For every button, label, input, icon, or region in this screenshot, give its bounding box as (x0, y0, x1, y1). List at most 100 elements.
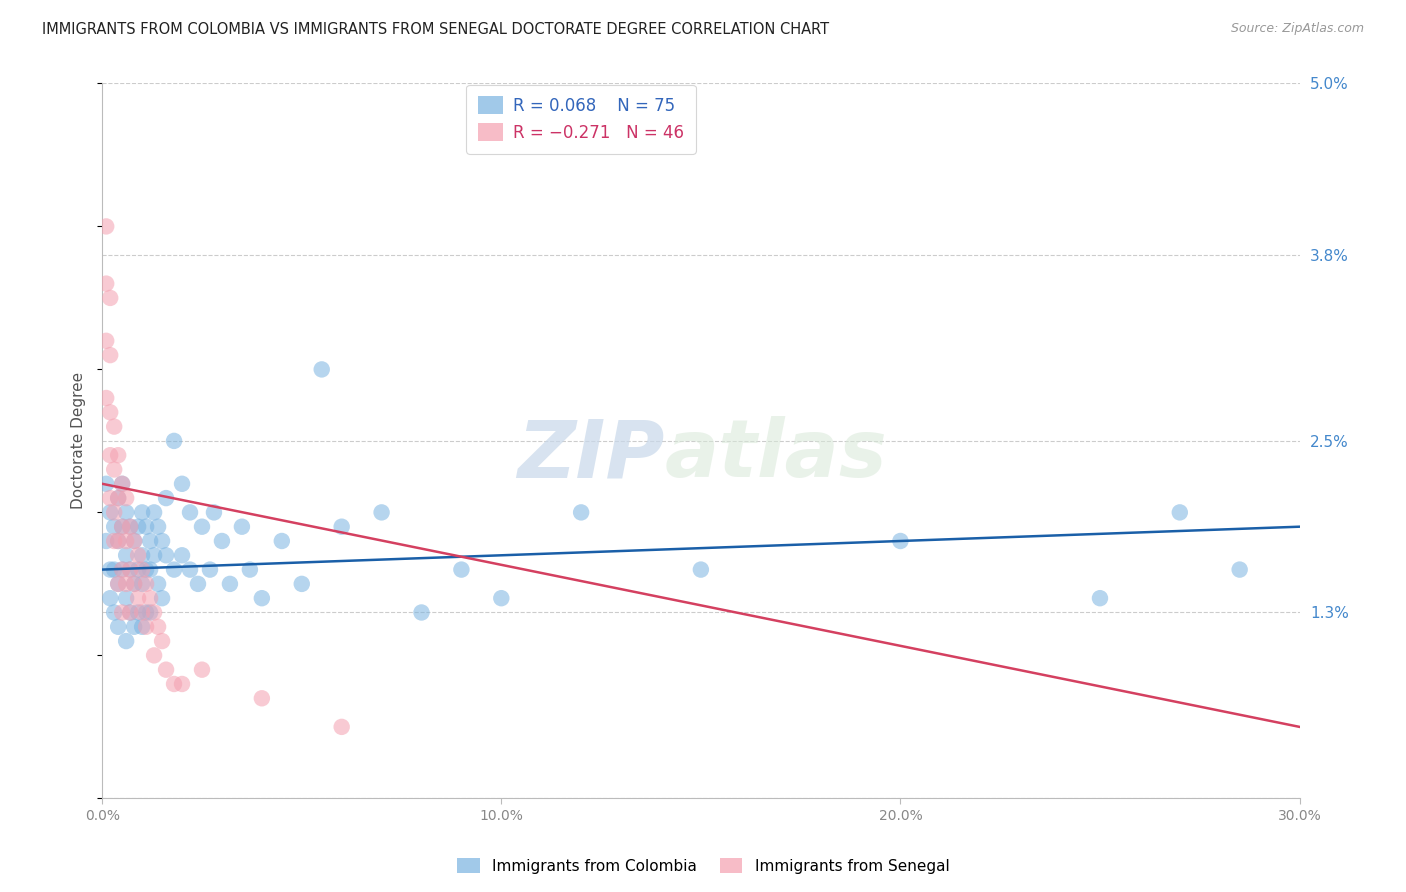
Point (150, 533, 173, 548)
Point (98, 448, 121, 462)
Point (569, 505, 592, 519)
Point (98, 591, 121, 606)
Point (111, 563, 134, 577)
Point (1168, 505, 1191, 519)
Point (370, 505, 392, 519)
Point (96, 391, 118, 405)
Point (170, 677, 193, 691)
Legend: Immigrants from Colombia, Immigrants from Senegal: Immigrants from Colombia, Immigrants fro… (450, 852, 956, 880)
Point (187, 577, 209, 591)
Point (96, 334, 118, 348)
Point (163, 677, 186, 691)
Point (135, 519, 157, 533)
Point (889, 533, 911, 548)
Point (270, 533, 292, 548)
Text: Source: ZipAtlas.com: Source: ZipAtlas.com (1230, 22, 1364, 36)
Y-axis label: Doctorate Degree: Doctorate Degree (72, 372, 86, 509)
Point (135, 577, 157, 591)
Point (107, 448, 129, 462)
Point (98, 405, 121, 419)
Point (330, 519, 353, 533)
Point (179, 563, 201, 577)
Point (96, 277, 118, 291)
Point (122, 533, 145, 548)
Point (291, 577, 314, 591)
Point (120, 519, 142, 533)
Point (107, 577, 129, 591)
Point (127, 606, 149, 620)
Point (131, 577, 153, 591)
Point (155, 549, 177, 563)
Point (98, 291, 121, 305)
Point (111, 476, 134, 491)
Point (127, 591, 149, 606)
Point (127, 563, 149, 577)
Point (146, 519, 169, 533)
Point (98, 348, 121, 362)
Point (191, 519, 214, 533)
Point (139, 533, 162, 548)
Point (131, 606, 153, 620)
Point (170, 549, 193, 563)
Point (211, 533, 233, 548)
Point (115, 505, 138, 519)
Point (131, 549, 153, 563)
Point (139, 606, 162, 620)
Point (115, 634, 138, 648)
Point (219, 577, 242, 591)
Point (103, 533, 125, 548)
Point (96, 219, 118, 234)
Point (131, 563, 153, 577)
Point (107, 533, 129, 548)
Point (120, 606, 142, 620)
Point (115, 549, 138, 563)
Text: IMMIGRANTS FROM COLOMBIA VS IMMIGRANTS FROM SENEGAL DOCTORATE DEGREE CORRELATION: IMMIGRANTS FROM COLOMBIA VS IMMIGRANTS F… (42, 22, 830, 37)
Point (131, 505, 153, 519)
Point (311, 362, 333, 376)
Point (107, 491, 129, 505)
Point (135, 620, 157, 634)
Point (107, 491, 129, 505)
Point (191, 663, 214, 677)
Point (122, 620, 145, 634)
Point (122, 533, 145, 548)
Point (127, 549, 149, 563)
Point (135, 606, 157, 620)
Point (103, 606, 125, 620)
Point (115, 533, 138, 548)
Point (155, 663, 177, 677)
Point (1088, 591, 1111, 606)
Point (103, 563, 125, 577)
Point (98, 563, 121, 577)
Point (198, 563, 221, 577)
Point (143, 505, 166, 519)
Point (139, 563, 162, 577)
Text: ZIP: ZIP (517, 417, 665, 494)
Point (491, 591, 513, 606)
Point (135, 563, 157, 577)
Point (115, 591, 138, 606)
Point (330, 720, 353, 734)
Point (103, 462, 125, 476)
Point (111, 563, 134, 577)
Point (150, 591, 173, 606)
Point (96, 476, 118, 491)
Point (103, 519, 125, 533)
Point (122, 577, 145, 591)
Point (111, 606, 134, 620)
Point (103, 419, 125, 434)
Point (150, 634, 173, 648)
Point (131, 620, 153, 634)
Point (98, 491, 121, 505)
Point (120, 519, 142, 533)
Legend: R = 0.068    N = 75, R = −0.271   N = 46: R = 0.068 N = 75, R = −0.271 N = 46 (467, 85, 696, 153)
Point (143, 606, 166, 620)
Point (111, 476, 134, 491)
Point (179, 505, 201, 519)
Point (139, 591, 162, 606)
Point (155, 491, 177, 505)
Point (163, 563, 186, 577)
Text: atlas: atlas (665, 417, 887, 494)
Point (143, 648, 166, 663)
Point (103, 505, 125, 519)
